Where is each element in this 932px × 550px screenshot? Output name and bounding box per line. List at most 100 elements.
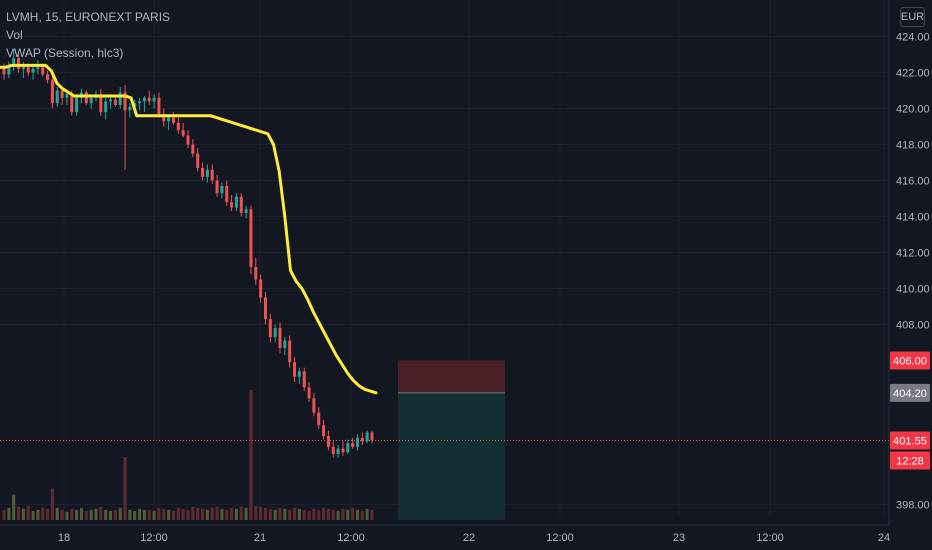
candle-body[interactable] (2, 67, 6, 75)
candle-body[interactable] (259, 279, 263, 298)
currency-button[interactable]: EUR (900, 7, 925, 27)
candle-body[interactable] (346, 443, 350, 453)
volume-bar (293, 507, 297, 520)
candle-body[interactable] (230, 202, 234, 208)
candle-body[interactable] (331, 446, 335, 455)
candle-body[interactable] (249, 209, 253, 267)
y-tick-label: 414.00 (896, 212, 930, 224)
candle-body[interactable] (55, 90, 59, 104)
candle-body[interactable] (12, 58, 16, 66)
volume-bar (239, 506, 243, 520)
volume-bar (21, 508, 25, 520)
x-tick-label: 23 (673, 532, 685, 544)
candle-body[interactable] (341, 448, 345, 453)
candle-body[interactable] (215, 180, 219, 194)
candle-body[interactable] (370, 432, 374, 441)
candle-body[interactable] (196, 153, 200, 168)
candle-body[interactable] (181, 130, 185, 136)
candle-body[interactable] (46, 74, 50, 80)
candle-body[interactable] (171, 117, 175, 123)
candle-body[interactable] (75, 97, 79, 113)
volume-bar (142, 509, 146, 520)
volume-bar (65, 511, 69, 520)
candle-body[interactable] (113, 99, 117, 105)
candle-body[interactable] (142, 97, 146, 102)
candle-body[interactable] (307, 387, 311, 399)
volume-indicator-label[interactable]: Vol (6, 28, 23, 42)
volume-bar (201, 508, 205, 520)
candle-body[interactable] (273, 328, 277, 338)
candle-body[interactable] (317, 412, 321, 426)
candle-body[interactable] (60, 90, 64, 98)
candle-body[interactable] (104, 101, 108, 113)
volume-bar (230, 507, 234, 520)
vwap-price-tag-bg (890, 383, 930, 402)
candle-body[interactable] (244, 209, 248, 213)
candle-body[interactable] (254, 266, 258, 280)
candle-body[interactable] (360, 437, 364, 442)
candle-body[interactable] (191, 144, 195, 154)
volume-bar (317, 509, 321, 520)
candle-body[interactable] (109, 99, 113, 102)
candle-body[interactable] (234, 196, 238, 208)
candle-body[interactable] (147, 97, 151, 102)
candle-body[interactable] (7, 65, 11, 75)
candle-body[interactable] (17, 58, 21, 69)
candle-body[interactable] (326, 436, 330, 447)
candle-body[interactable] (220, 185, 224, 194)
candle-body[interactable] (278, 328, 282, 348)
candle-body[interactable] (167, 117, 171, 122)
candle-body[interactable] (41, 67, 45, 75)
volume-bar (370, 509, 374, 520)
candle-body[interactable] (336, 448, 340, 455)
candle-body[interactable] (351, 443, 355, 447)
y-tick-label: 416.00 (896, 176, 930, 188)
candle-body[interactable] (263, 297, 267, 320)
candle-body[interactable] (138, 101, 142, 104)
candle-body[interactable] (186, 135, 190, 145)
candle-body[interactable] (302, 371, 306, 388)
candle-body[interactable] (36, 67, 40, 69)
candle-body[interactable] (89, 97, 93, 104)
candle-body[interactable] (297, 371, 301, 377)
candle-body[interactable] (288, 340, 292, 363)
profit-target-zone[interactable] (398, 392, 505, 520)
candle-body[interactable] (157, 97, 161, 114)
vwap-line[interactable] (0, 63, 378, 395)
candle-body[interactable] (26, 67, 30, 73)
candle-body[interactable] (128, 106, 132, 111)
candle-body[interactable] (283, 340, 287, 348)
volume-bar (288, 509, 292, 520)
candle-body[interactable] (293, 362, 297, 377)
vwap-indicator-label[interactable]: VWAP (Session, hlc3) (6, 46, 124, 60)
symbol-title[interactable]: LVMH, 15, EURONEXT PARIS (6, 10, 171, 24)
candle-body[interactable] (312, 398, 316, 413)
candle-body[interactable] (21, 67, 25, 69)
stop-loss-zone[interactable] (398, 360, 505, 393)
x-tick-label: 21 (254, 532, 266, 544)
candle-body[interactable] (31, 68, 35, 73)
candle-body[interactable] (210, 169, 214, 181)
candle-body[interactable] (201, 167, 205, 177)
candle-body[interactable] (239, 196, 243, 213)
candle-body[interactable] (162, 113, 166, 122)
candle-body[interactable] (84, 92, 88, 104)
candle-body[interactable] (176, 122, 180, 131)
candle-body[interactable] (205, 169, 209, 177)
candle-body[interactable] (322, 425, 326, 437)
candle-body[interactable] (65, 94, 69, 98)
candle-body[interactable] (225, 185, 229, 203)
candle-body[interactable] (268, 319, 272, 338)
candle-body[interactable] (50, 79, 54, 104)
volume-bar (36, 509, 40, 520)
candle-body[interactable] (118, 92, 122, 105)
candle-body[interactable] (70, 94, 74, 113)
candle-body[interactable] (123, 92, 127, 111)
candle-body[interactable] (365, 432, 369, 442)
candle-body[interactable] (99, 94, 103, 113)
candle-body[interactable] (152, 97, 156, 102)
candle-body[interactable] (355, 437, 359, 447)
volume-bar (331, 509, 335, 520)
